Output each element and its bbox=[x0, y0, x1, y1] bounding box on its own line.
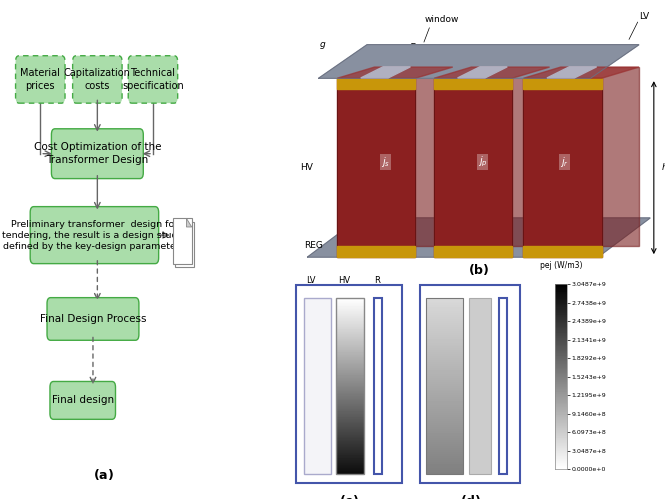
Polygon shape bbox=[319, 45, 639, 78]
FancyBboxPatch shape bbox=[128, 56, 178, 103]
Polygon shape bbox=[337, 78, 416, 89]
Text: Final design: Final design bbox=[52, 395, 114, 405]
Text: Capitalization
costs: Capitalization costs bbox=[64, 68, 131, 91]
Text: R: R bbox=[374, 276, 380, 285]
Polygon shape bbox=[434, 78, 512, 257]
Bar bbox=[374, 298, 382, 474]
FancyBboxPatch shape bbox=[30, 207, 159, 263]
Bar bbox=[420, 285, 520, 483]
Polygon shape bbox=[471, 67, 549, 246]
Text: s: s bbox=[476, 46, 481, 55]
Text: LV: LV bbox=[639, 12, 649, 21]
Polygon shape bbox=[523, 246, 602, 257]
Text: $j_p$: $j_p$ bbox=[477, 155, 487, 169]
Text: HV: HV bbox=[338, 276, 350, 285]
Polygon shape bbox=[434, 67, 549, 78]
Text: Final Design Process: Final Design Process bbox=[40, 314, 146, 324]
Text: $\bf{(b)}$: $\bf{(b)}$ bbox=[468, 261, 489, 276]
Text: Material
prices: Material prices bbox=[21, 68, 61, 91]
Bar bbox=[173, 219, 192, 264]
Text: $j_s$: $j_s$ bbox=[381, 155, 390, 169]
Text: Technical
specification: Technical specification bbox=[122, 68, 184, 91]
Bar bbox=[336, 298, 364, 474]
Polygon shape bbox=[561, 67, 639, 246]
Text: $h_s$: $h_s$ bbox=[661, 161, 665, 174]
FancyBboxPatch shape bbox=[72, 56, 122, 103]
Text: window: window bbox=[424, 15, 459, 24]
Text: $\bf{(a)}$: $\bf{(a)}$ bbox=[92, 467, 114, 482]
Polygon shape bbox=[360, 67, 410, 78]
Bar bbox=[296, 285, 402, 483]
Polygon shape bbox=[523, 67, 639, 78]
Text: REG: REG bbox=[304, 242, 323, 250]
FancyBboxPatch shape bbox=[51, 129, 143, 179]
Polygon shape bbox=[374, 67, 453, 246]
Polygon shape bbox=[523, 78, 602, 89]
FancyBboxPatch shape bbox=[50, 381, 116, 419]
Polygon shape bbox=[186, 219, 192, 227]
Polygon shape bbox=[337, 67, 453, 78]
Text: $\bf{(c)}$: $\bf{(c)}$ bbox=[339, 494, 359, 499]
FancyBboxPatch shape bbox=[47, 297, 139, 340]
Text: HV: HV bbox=[300, 163, 313, 172]
Bar bbox=[426, 298, 463, 474]
Polygon shape bbox=[307, 218, 650, 257]
Polygon shape bbox=[337, 78, 416, 257]
FancyBboxPatch shape bbox=[15, 56, 65, 103]
Polygon shape bbox=[458, 67, 507, 78]
Polygon shape bbox=[434, 246, 512, 257]
Text: Cost Optimization of the
Transformer Design: Cost Optimization of the Transformer Des… bbox=[34, 143, 161, 165]
Text: pej (W/m3): pej (W/m3) bbox=[540, 260, 583, 269]
Bar bbox=[469, 298, 491, 474]
Text: $\bf{(d)}$: $\bf{(d)}$ bbox=[460, 494, 481, 499]
Text: Preliminary transformer  design for
tendering, the result is a design study,
def: Preliminary transformer design for tende… bbox=[3, 220, 186, 250]
Text: LV: LV bbox=[307, 276, 316, 285]
Text: $j_r$: $j_r$ bbox=[560, 155, 569, 169]
Bar bbox=[304, 298, 331, 474]
Polygon shape bbox=[547, 67, 597, 78]
Text: $D_c$: $D_c$ bbox=[410, 41, 422, 54]
Bar bbox=[499, 298, 507, 474]
Polygon shape bbox=[337, 246, 416, 257]
Polygon shape bbox=[434, 78, 512, 89]
Text: g: g bbox=[319, 40, 325, 49]
Polygon shape bbox=[523, 78, 602, 257]
Bar bbox=[175, 222, 194, 267]
Text: B: B bbox=[535, 46, 541, 55]
